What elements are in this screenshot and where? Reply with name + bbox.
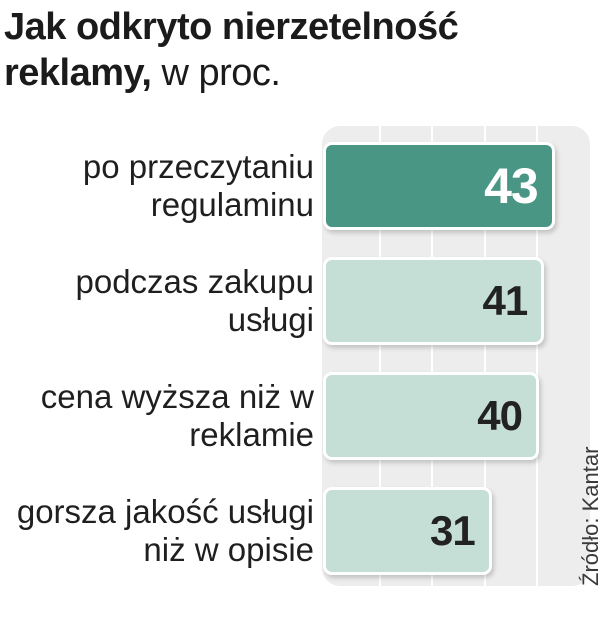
bar: 41 (326, 260, 542, 342)
bar-row: cena wyższa niż w reklamie 40 (0, 366, 604, 466)
bar: 43 (326, 145, 552, 227)
chart-title-main: Jak odkryto nierzetelność reklamy, (4, 6, 459, 94)
bar: 31 (326, 490, 489, 572)
source-note: Źródło: Kantar (578, 446, 603, 586)
bar-category-label: podczas zakupu usługi (75, 263, 315, 338)
bar: 40 (326, 375, 536, 457)
bar-row: po przeczytaniu regulaminu 43 (0, 136, 604, 236)
bar-category-label: gorsza jakość usługi niż w opisie (16, 493, 314, 568)
bar-row: podczas zakupu usługi 41 (0, 251, 604, 351)
bar-value-label: 43 (484, 158, 539, 214)
chart-title-unit: w proc. (151, 52, 281, 94)
grid-line (536, 126, 538, 586)
grid-line (431, 126, 433, 586)
bar-category-label: cena wyższa niż w reklamie (40, 378, 314, 453)
bar-value-label: 41 (482, 277, 529, 324)
bar-value-label: 31 (430, 507, 476, 554)
chart-title: Jak odkryto nierzetelność reklamy, w pro… (4, 4, 604, 96)
grid-line (378, 126, 381, 586)
bar-row: gorsza jakość usługi niż w opisie 31 (0, 481, 604, 581)
bar-category-label: po przeczytaniu regulaminu (82, 148, 314, 223)
bar-value-label: 40 (477, 392, 523, 439)
grid-line (483, 126, 486, 586)
